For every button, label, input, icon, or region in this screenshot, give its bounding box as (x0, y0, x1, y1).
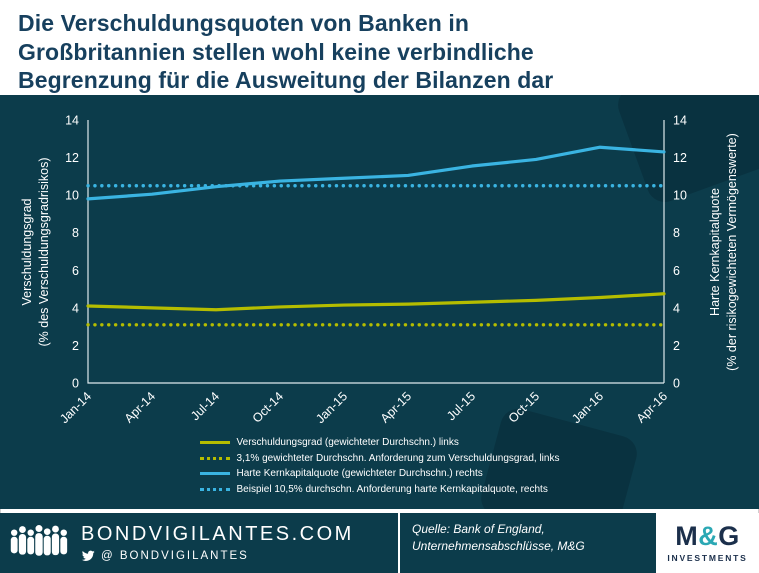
y-tick-label-right: 10 (673, 189, 687, 203)
x-tick-label: Apr-15 (378, 389, 414, 425)
legend-line-sample (199, 487, 230, 491)
y-tick-label-right: 12 (673, 151, 687, 165)
x-tick-label: Apr-14 (122, 389, 158, 425)
twitter-row: @ BONDVIGILANTES (81, 549, 354, 563)
mg-logo-m: M (675, 521, 699, 551)
right-axis-title: Harte Kernkapitalquote (% der risikogewi… (708, 133, 739, 371)
x-tick-label: Jan-15 (313, 389, 350, 426)
brand-text: BONDVIGILANTES.COM @ BONDVIGILANTES (81, 523, 354, 563)
legend-label: 3,1% gewichteter Durchschn. Anforderung … (236, 452, 560, 464)
y-tick-label-right: 6 (673, 264, 680, 278)
brand-block: BONDVIGILANTES.COM @ BONDVIGILANTES (0, 513, 398, 573)
source-note: Quelle: Bank of England, Unternehmensabs… (412, 522, 585, 553)
y-tick-label-right: 0 (673, 377, 680, 391)
site-name: BONDVIGILANTES.COM (81, 523, 354, 545)
twitter-bird-icon (81, 550, 95, 561)
y-tick-label-left: 2 (72, 339, 79, 353)
series-line-0 (86, 292, 666, 312)
mg-logo-subtitle: INVESTMENTS (667, 553, 748, 563)
crowd-people-icon (10, 525, 68, 556)
footer: BONDVIGILANTES.COM @ BONDVIGILANTES Quel… (0, 513, 759, 573)
left-axis-title: Verschuldungsgrad (% des Verschuldungsgr… (20, 157, 51, 347)
legend-item: 3,1% gewichteter Durchschn. Anforderung … (199, 451, 560, 467)
chart-title: Die Verschuldungsquoten von Banken in Gr… (18, 10, 554, 94)
x-tick-label: Jan-14 (57, 389, 94, 426)
x-tick-label: Jul-14 (188, 389, 222, 423)
legend: Verschuldungsgrad (gewichteter Durchschn… (199, 435, 560, 498)
twitter-handle: @ BONDVIGILANTES (101, 550, 249, 562)
mg-logo-g: G (718, 521, 740, 551)
legend-item: Beispiel 10,5% durchschn. Anforderung ha… (199, 482, 560, 498)
legend-line-sample (199, 472, 230, 476)
legend-item: Verschuldungsgrad (gewichteter Durchschn… (199, 435, 560, 451)
legend-label: Harte Kernkapitalquote (gewichteter Durc… (236, 468, 483, 480)
title-block: Die Verschuldungsquoten von Banken in Gr… (0, 0, 759, 95)
y-tick-label-left: 10 (65, 189, 79, 203)
mg-logo-ampersand: & (698, 521, 719, 551)
mg-logo: M&G INVESTMENTS (656, 513, 759, 573)
x-tick-label: Oct-14 (250, 389, 286, 425)
axis-frame (87, 120, 665, 384)
y-tick-label-left: 6 (72, 264, 79, 278)
y-tick-label-right: 14 (673, 114, 687, 128)
mg-logo-text: M&G (675, 523, 740, 550)
legend-line-sample (199, 456, 230, 460)
y-tick-label-left: 12 (65, 151, 79, 165)
footer-divider (398, 513, 400, 573)
y-tick-label-right: 4 (673, 301, 680, 315)
x-tick-label: Oct-15 (506, 389, 542, 425)
x-tick-label: Jan-16 (569, 389, 606, 426)
x-tick-label: Jul-15 (444, 389, 478, 423)
y-tick-label-left: 0 (72, 377, 79, 391)
legend-item: Harte Kernkapitalquote (gewichteter Durc… (199, 466, 560, 482)
legend-label: Verschuldungsgrad (gewichteter Durchschn… (236, 437, 459, 449)
x-tick-label: Apr-16 (634, 389, 670, 425)
series-line-2 (86, 145, 666, 201)
y-tick-label-right: 2 (673, 339, 680, 353)
y-tick-label-right: 8 (673, 226, 680, 240)
chart-panel: 0 0 2 2 4 4 6 6 8 8 10 10 12 12 14 14 Jan-14 Apr-14 Jul-14… (0, 95, 759, 509)
y-tick-label-left: 8 (72, 226, 79, 240)
legend-line-sample (199, 441, 230, 445)
y-tick-label-left: 14 (65, 114, 79, 128)
legend-label: Beispiel 10,5% durchschn. Anforderung ha… (236, 483, 548, 495)
line-chart-canvas: 0 0 2 2 4 4 6 6 8 8 10 10 12 12 14 14 Jan-14 Apr-14 Jul-14… (57, 114, 687, 427)
y-tick-label-left: 4 (72, 301, 79, 315)
